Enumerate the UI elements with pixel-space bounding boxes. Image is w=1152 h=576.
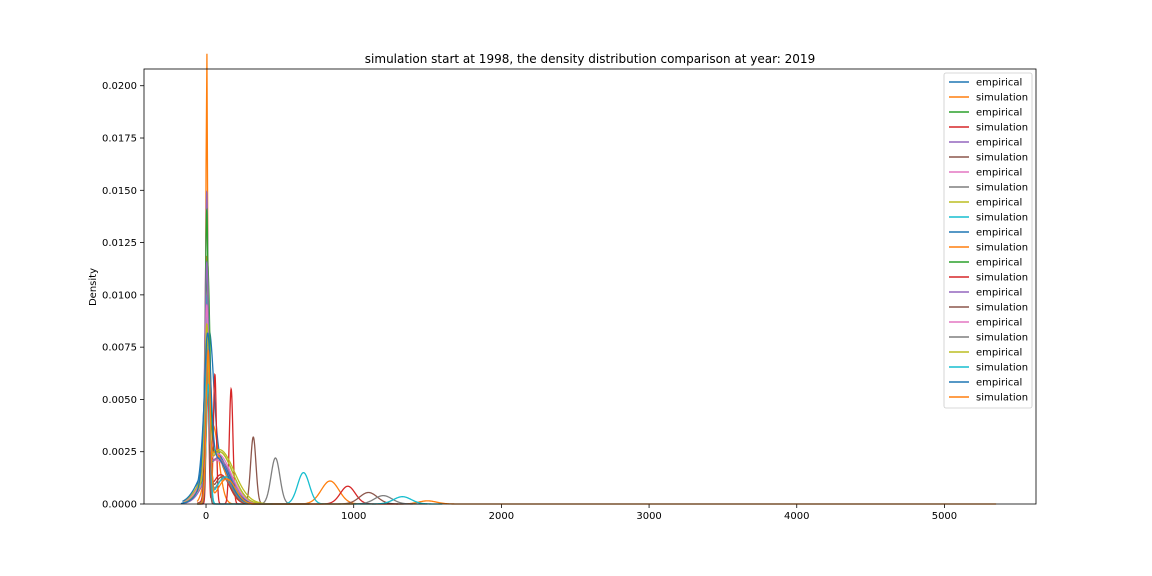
legend-label: empirical (976, 318, 1022, 329)
legend-label: simulation (976, 243, 1028, 254)
x-tick-label: 5000 (932, 511, 957, 522)
y-tick-label: 0.0050 (102, 395, 137, 406)
x-axis: 0 1000 2000 3000 4000 5000 (203, 504, 957, 522)
series-line-12 (196, 255, 354, 505)
legend-label: simulation (976, 363, 1028, 374)
legend-label: empirical (976, 108, 1022, 119)
y-axis: 0.0000 0.0025 0.0050 0.0075 0.0100 0.0125 0.01… (102, 81, 144, 511)
legend-label: empirical (976, 168, 1022, 179)
legend-label: simulation (976, 93, 1028, 104)
legend-label: empirical (976, 138, 1022, 149)
legend-label: simulation (976, 393, 1028, 404)
legend-label: empirical (976, 258, 1022, 269)
y-tick-label: 0.0075 (102, 343, 137, 354)
legend-label: simulation (976, 273, 1028, 284)
x-tick-label: 0 (203, 511, 209, 522)
legend-label: simulation (976, 303, 1028, 314)
series-line-2 (196, 53, 997, 505)
legend-label: empirical (976, 348, 1022, 359)
y-tick-label: 0.0175 (102, 134, 137, 145)
y-axis-label: Density (88, 268, 99, 306)
plot-frame (143, 68, 1037, 505)
x-tick-label: 2000 (489, 511, 514, 522)
y-tick-label: 0.0025 (102, 447, 137, 458)
y-tick-label: 0.0200 (102, 81, 137, 92)
x-tick-label: 4000 (784, 511, 809, 522)
legend-label: simulation (976, 333, 1028, 344)
x-tick-label: 1000 (341, 511, 366, 522)
legend-label: simulation (976, 213, 1028, 224)
legend-label: simulation (976, 123, 1028, 134)
legend-label: simulation (976, 153, 1028, 164)
y-tick-label: 0.0150 (102, 186, 137, 197)
chart-title: simulation start at 1998, the density di… (365, 52, 815, 66)
legend-label: simulation (976, 183, 1028, 194)
legend-label: empirical (976, 378, 1022, 389)
y-tick-label: 0.0000 (102, 500, 137, 511)
y-tick-label: 0.0125 (102, 238, 137, 249)
y-tick-label: 0.0100 (102, 290, 137, 301)
legend-label: empirical (976, 78, 1022, 89)
x-tick-label: 3000 (636, 511, 661, 522)
legend-label: empirical (976, 228, 1022, 239)
legend-label: empirical (976, 288, 1022, 299)
legend: empirical simulation empirical simulation em… (943, 72, 1033, 409)
plot-area (180, 53, 997, 505)
legend-label: empirical (976, 198, 1022, 209)
